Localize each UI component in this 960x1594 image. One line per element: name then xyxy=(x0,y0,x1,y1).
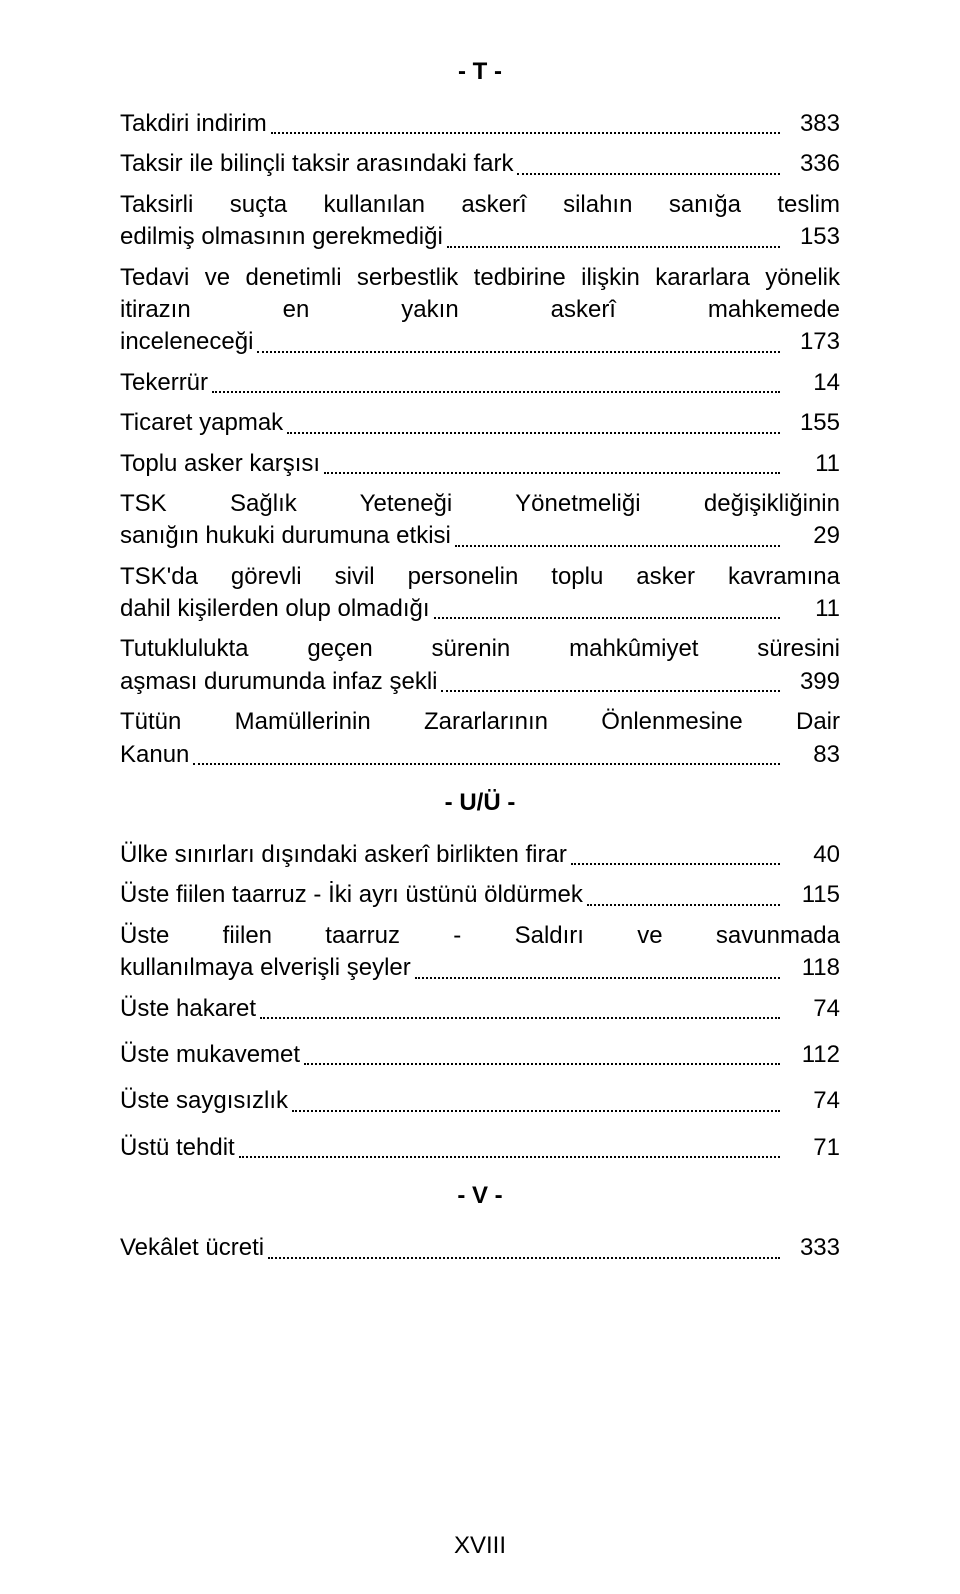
dot-leader xyxy=(455,545,780,547)
entry-label: Üstü tehdit xyxy=(120,1132,235,1164)
entry-label: sanığın hukuki durumuna etkisi xyxy=(120,520,451,552)
entry-label: Üste fiilen taarruz - İki ayrı üstünü öl… xyxy=(120,879,583,911)
document-page: - T - Takdiri indirim 383 Taksir ile bil… xyxy=(0,0,960,1594)
toc-entry: Tekerrür 14 xyxy=(120,367,840,399)
page-number: 115 xyxy=(784,879,840,911)
toc-entry: Üste hakaret 74 xyxy=(120,993,840,1025)
dot-leader xyxy=(271,132,780,134)
page-number: 173 xyxy=(784,326,840,358)
toc-entry: Üste saygısızlık 74 xyxy=(120,1085,840,1117)
page-number: 399 xyxy=(784,666,840,698)
entry-label: kullanılmaya elverişli şeyler xyxy=(120,952,411,984)
dot-leader xyxy=(415,977,780,979)
entry-label: Toplu asker karşısı xyxy=(120,448,320,480)
page-number: 71 xyxy=(784,1132,840,1164)
toc-entry: Taksir ile bilinçli taksir arasındaki fa… xyxy=(120,148,840,180)
entry-label: Üste saygısızlık xyxy=(120,1085,288,1117)
dot-leader xyxy=(517,173,780,175)
page-footer-roman: XVIII xyxy=(0,1532,960,1560)
entry-label: edilmiş olmasının gerekmediği xyxy=(120,221,443,253)
dot-leader xyxy=(268,1257,780,1259)
dot-leader xyxy=(257,351,780,353)
entry-label: Takdiri indirim xyxy=(120,108,267,140)
entry-label: Üste mukavemet xyxy=(120,1039,300,1071)
toc-entry: Ticaret yapmak 155 xyxy=(120,407,840,439)
dot-leader xyxy=(571,863,780,865)
page-number: 29 xyxy=(784,520,840,552)
page-number: 336 xyxy=(784,148,840,180)
toc-entry: Vekâlet ücreti 333 xyxy=(120,1232,840,1264)
section-heading-v: - V - xyxy=(120,1182,840,1210)
entry-label: Taksir ile bilinçli taksir arasındaki fa… xyxy=(120,148,513,180)
toc-entry: Üste mukavemet 112 xyxy=(120,1039,840,1071)
toc-entry: TSK Sağlık Yeteneği Yönetmeliği değişikl… xyxy=(120,488,840,553)
page-number: 153 xyxy=(784,221,840,253)
entry-label: Taksirli suçta kullanılan askerî silahın… xyxy=(120,189,840,221)
entry-label: Ülke sınırları dışındaki askerî birlikte… xyxy=(120,839,567,871)
dot-leader xyxy=(441,690,780,692)
toc-entry: Takdiri indirim 383 xyxy=(120,108,840,140)
dot-leader xyxy=(287,432,780,434)
entry-label: Üste hakaret xyxy=(120,993,256,1025)
entry-label: Vekâlet ücreti xyxy=(120,1232,264,1264)
toc-entry: Üstü tehdit 71 xyxy=(120,1132,840,1164)
page-number: 112 xyxy=(784,1039,840,1071)
entry-label: TSK Sağlık Yeteneği Yönetmeliği değişikl… xyxy=(120,488,840,520)
dot-leader xyxy=(260,1017,780,1019)
entry-label: Üste fiilen taarruz - Saldırı ve savunma… xyxy=(120,920,840,952)
page-number: 11 xyxy=(784,448,840,480)
entry-label: TSK'da görevli sivil personelin toplu as… xyxy=(120,561,840,593)
toc-entry: Ülke sınırları dışındaki askerî birlikte… xyxy=(120,839,840,871)
dot-leader xyxy=(239,1156,780,1158)
page-number: 14 xyxy=(784,367,840,399)
page-number: 155 xyxy=(784,407,840,439)
dot-leader xyxy=(434,617,780,619)
toc-entry: Tedavi ve denetimli serbestlik tedbirine… xyxy=(120,262,840,359)
dot-leader xyxy=(212,391,780,393)
toc-entry: Üste fiilen taarruz - Saldırı ve savunma… xyxy=(120,920,840,985)
page-number: 83 xyxy=(784,739,840,771)
page-number: 118 xyxy=(784,952,840,984)
entry-label: Kanun xyxy=(120,739,189,771)
dot-leader xyxy=(587,904,780,906)
page-number: 74 xyxy=(784,1085,840,1117)
page-number: 74 xyxy=(784,993,840,1025)
toc-entry: TSK'da görevli sivil personelin toplu as… xyxy=(120,561,840,626)
entry-label: inceleneceği xyxy=(120,326,253,358)
dot-leader xyxy=(324,472,780,474)
section-heading-u: - U/Ü - xyxy=(120,789,840,817)
page-number: 11 xyxy=(784,593,840,625)
dot-leader xyxy=(292,1110,780,1112)
entry-label: Tutuklulukta geçen sürenin mahkûmiyet sü… xyxy=(120,633,840,665)
toc-entry: Taksirli suçta kullanılan askerî silahın… xyxy=(120,189,840,254)
page-number: 333 xyxy=(784,1232,840,1264)
toc-entry: Tütün Mamüllerinin Zararlarının Önlenmes… xyxy=(120,706,840,771)
toc-entry: Toplu asker karşısı 11 xyxy=(120,448,840,480)
entry-label: aşması durumunda infaz şekli xyxy=(120,666,437,698)
dot-leader xyxy=(447,246,780,248)
entry-label: Tekerrür xyxy=(120,367,208,399)
entry-label: Tütün Mamüllerinin Zararlarının Önlenmes… xyxy=(120,706,840,738)
entry-label: dahil kişilerden olup olmadığı xyxy=(120,593,430,625)
page-number: 40 xyxy=(784,839,840,871)
toc-entry: Tutuklulukta geçen sürenin mahkûmiyet sü… xyxy=(120,633,840,698)
page-number: 383 xyxy=(784,108,840,140)
dot-leader xyxy=(304,1063,780,1065)
section-heading-t: - T - xyxy=(120,58,840,86)
dot-leader xyxy=(193,763,780,765)
entry-label: Tedavi ve denetimli serbestlik tedbirine… xyxy=(120,262,840,327)
toc-entry: Üste fiilen taarruz - İki ayrı üstünü öl… xyxy=(120,879,840,911)
entry-label: Ticaret yapmak xyxy=(120,407,283,439)
